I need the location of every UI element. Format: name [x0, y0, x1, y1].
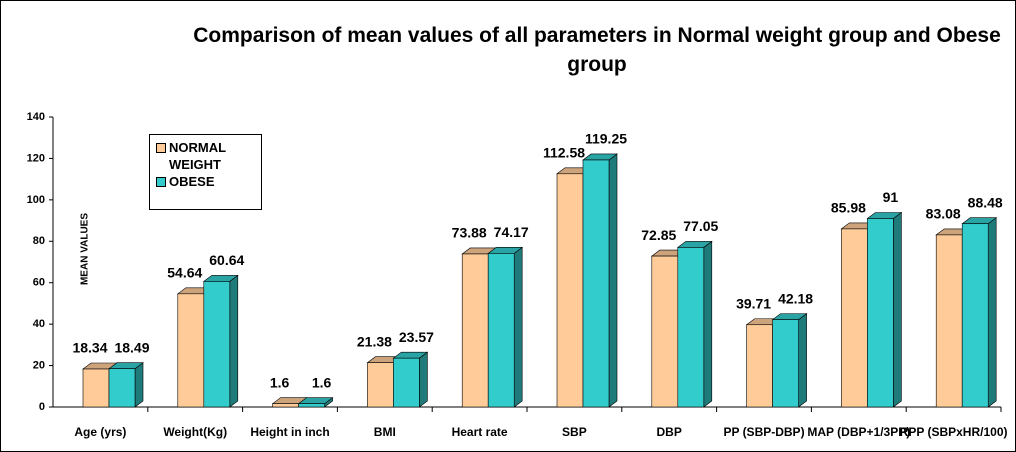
bar: [393, 357, 420, 408]
legend-label: NORMAL WEIGHT: [169, 140, 226, 172]
bar-side: [229, 274, 239, 408]
y-tick-label: 140: [27, 111, 45, 123]
x-tick-label: Weight(Kg): [163, 425, 227, 439]
bar: [461, 253, 489, 408]
y-tick-label: 0: [39, 401, 45, 413]
legend: NORMAL WEIGHT OBESE: [149, 134, 262, 210]
x-tick-label: SBP: [562, 425, 587, 439]
value-label: 83.08: [926, 206, 961, 222]
bar-side: [608, 153, 618, 408]
bar-side: [703, 240, 713, 408]
bar: [961, 223, 989, 408]
value-label: 60.64: [209, 252, 244, 268]
bar-side: [419, 351, 428, 408]
value-label: 88.48: [968, 194, 1003, 210]
y-tick-label: 40: [33, 318, 45, 330]
y-tick-label: 80: [33, 235, 45, 247]
bar-side: [134, 362, 144, 408]
bar-side: [798, 313, 807, 408]
x-tick-label: Heart rate: [452, 425, 508, 439]
value-label: 85.98: [831, 200, 866, 216]
value-label: 18.49: [114, 339, 149, 355]
bar-side: [987, 217, 997, 408]
y-axis-label: MEAN VALUES: [80, 213, 91, 285]
y-tick-label: 120: [27, 152, 45, 164]
value-label: 1.6: [312, 374, 332, 390]
value-label: 1.6: [270, 374, 290, 390]
bar: [772, 319, 799, 408]
x-tick-label: Height in inch: [250, 425, 329, 439]
bar: [677, 247, 705, 408]
bar: [867, 218, 894, 408]
legend-swatch: [156, 143, 166, 153]
bar: [203, 281, 231, 408]
y-tick-label: 20: [33, 359, 45, 371]
chart-title: Comparison of mean values of all paramet…: [193, 24, 1001, 76]
value-label: 74.17: [494, 224, 529, 240]
value-label: 77.05: [683, 218, 718, 234]
bar: [556, 173, 584, 408]
value-label: 119.25: [585, 131, 627, 147]
bar: [108, 368, 136, 408]
value-label: 112.58: [543, 145, 585, 161]
x-tick-label: PP (SBP-DBP): [723, 425, 804, 439]
y-tick-label: 60: [33, 277, 45, 289]
x-tick-label: DBP: [657, 425, 682, 439]
bar: [82, 368, 110, 408]
bar: [272, 403, 299, 408]
bar: [367, 362, 394, 408]
bar: [841, 228, 868, 408]
x-tick-label: Age (yrs): [74, 425, 126, 439]
value-label: 18.34: [72, 340, 107, 356]
value-label: 54.64: [167, 265, 202, 281]
bar-side: [513, 246, 523, 408]
value-label: 91: [883, 189, 899, 205]
value-label: 73.88: [452, 225, 487, 241]
bar: [651, 255, 679, 408]
x-tick-label: BMI: [374, 425, 396, 439]
legend-label: OBESE: [169, 174, 215, 189]
value-label: 72.85: [641, 227, 676, 243]
value-label: 42.18: [778, 290, 813, 306]
bar: [487, 253, 515, 408]
bar-side: [893, 211, 902, 408]
legend-entry: NORMAL WEIGHT: [156, 139, 261, 173]
bar: [298, 403, 325, 408]
legend-swatch: [156, 177, 166, 187]
x-tick-label: MAP (DBP+1/3PP): [807, 425, 910, 439]
y-tick-label: 100: [27, 194, 45, 206]
bar: [582, 159, 610, 408]
value-label: 39.71: [736, 295, 771, 311]
bar: [746, 324, 773, 408]
legend-entry: OBESE: [156, 173, 261, 190]
value-label: 23.57: [399, 329, 434, 345]
bar: [177, 293, 205, 408]
bar: [935, 234, 963, 408]
value-label: 21.38: [357, 333, 392, 349]
x-tick-label: RPP (SBPxHR/100): [900, 425, 1008, 439]
